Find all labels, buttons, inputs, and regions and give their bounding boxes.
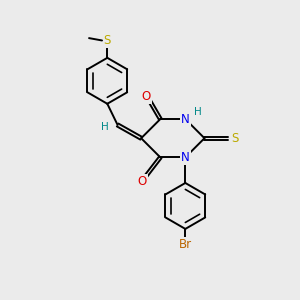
Text: Br: Br (179, 238, 192, 251)
Text: H: H (194, 107, 202, 117)
Text: N: N (181, 151, 190, 164)
Text: S: S (231, 132, 238, 145)
Text: N: N (181, 112, 190, 126)
Text: S: S (103, 34, 111, 47)
Text: H: H (101, 122, 109, 132)
Text: O: O (137, 175, 147, 188)
Text: O: O (142, 90, 151, 103)
